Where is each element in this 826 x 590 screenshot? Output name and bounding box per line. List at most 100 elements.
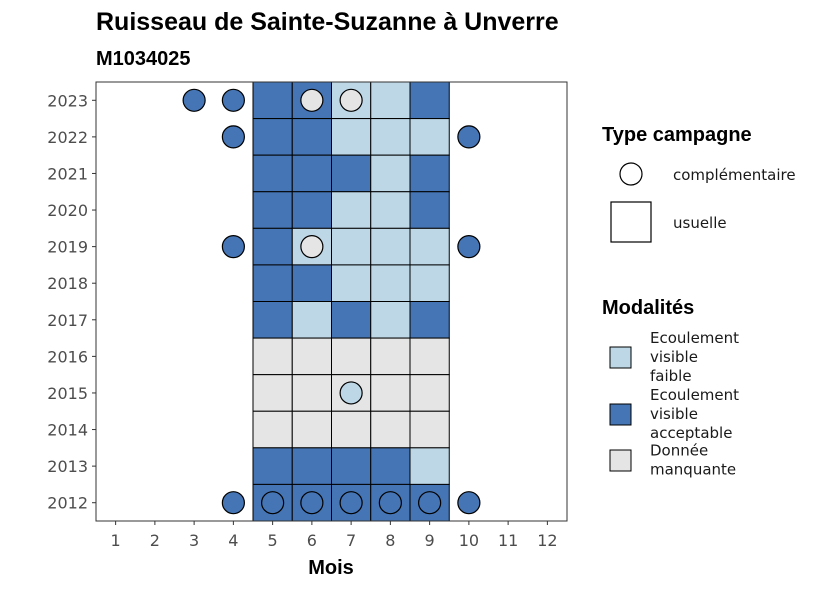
heatmap-tile <box>409 374 450 412</box>
heatmap-tile <box>252 264 293 302</box>
heatmap-tile <box>252 154 293 193</box>
campaign-point <box>221 235 245 259</box>
heatmap-tile <box>370 191 411 229</box>
legend-modalite-label: faible <box>650 367 692 385</box>
heatmap-tile <box>409 410 450 449</box>
y-tick-label: 2014 <box>47 421 88 440</box>
heatmap-tile <box>291 118 332 156</box>
heatmap-tile <box>252 191 293 229</box>
heatmap-tile <box>331 447 372 485</box>
legend-modalite-key <box>609 346 632 369</box>
heatmap-tile <box>331 264 372 302</box>
x-tick-label: 7 <box>346 531 356 550</box>
heatmap-tile <box>291 191 332 229</box>
heatmap-tile <box>291 337 332 376</box>
legend-modalite-key <box>609 403 632 426</box>
x-axis-title: Mois <box>308 557 354 579</box>
heatmap-tile <box>409 264 450 302</box>
y-tick-label: 2013 <box>47 457 88 476</box>
legend-modalite-label: visible <box>650 405 698 423</box>
heatmap-tile <box>331 410 372 449</box>
heatmap-tile <box>291 264 332 302</box>
heatmap-tile <box>331 191 372 229</box>
campaign-point <box>339 381 363 405</box>
campaign-point <box>300 491 324 515</box>
heatmap-tile <box>331 301 372 339</box>
y-tick-label: 2020 <box>47 201 88 220</box>
campaign-point <box>457 125 481 149</box>
y-tick-label: 2017 <box>47 311 88 330</box>
heatmap-tile <box>291 410 332 449</box>
heatmap-tile <box>252 81 293 120</box>
legend-square-key <box>610 201 652 243</box>
campaign-point <box>457 235 481 259</box>
campaign-point <box>300 235 324 259</box>
heatmap-tile <box>252 447 293 485</box>
heatmap-tile <box>409 191 450 229</box>
x-tick-label: 3 <box>189 531 199 550</box>
heatmap-tile <box>252 374 293 412</box>
campaign-point <box>221 88 245 112</box>
heatmap-tile <box>331 154 372 193</box>
heatmap-tile <box>291 447 332 485</box>
legend-modalite-label: manquante <box>650 461 736 479</box>
heatmap-tile <box>370 81 411 120</box>
heatmap-tile <box>409 81 450 120</box>
legend-modalites-title: Modalités <box>602 297 694 319</box>
heatmap-tile <box>409 227 450 266</box>
heatmap-tile <box>409 154 450 193</box>
campaign-point <box>418 491 442 515</box>
campaign-point <box>378 491 402 515</box>
heatmap-tile <box>370 227 411 266</box>
y-tick-label: 2018 <box>47 274 88 293</box>
heatmap-tile <box>252 410 293 449</box>
y-tick-label: 2012 <box>47 494 88 513</box>
heatmap-tile <box>409 337 450 376</box>
campaign-point <box>221 491 245 515</box>
heatmap-tile <box>291 154 332 193</box>
campaign-point <box>182 88 206 112</box>
heatmap-tile <box>252 337 293 376</box>
heatmap-tile <box>409 301 450 339</box>
plot-border <box>95 81 568 522</box>
heatmap-tile <box>370 154 411 193</box>
y-tick-label: 2021 <box>47 164 88 183</box>
y-tick-label: 2022 <box>47 128 88 147</box>
y-tick-label: 2023 <box>47 91 88 110</box>
x-axis: 1 2 3 4 5 6 7 8 9 10 11 12 <box>111 521 558 550</box>
heatmap-tile <box>370 301 411 339</box>
heatmap-tile <box>370 447 411 485</box>
legend-campagne-title: Type campagne <box>602 124 752 146</box>
y-tick-label: 2015 <box>47 384 88 403</box>
x-tick-label: 8 <box>385 531 395 550</box>
x-tick-label: 9 <box>425 531 435 550</box>
x-tick-label: 10 <box>459 531 479 550</box>
campaign-point <box>300 88 324 112</box>
heatmap-tile <box>252 118 293 156</box>
heatmap-tile <box>370 337 411 376</box>
heatmap-tile <box>409 447 450 485</box>
heatmap-tile <box>291 374 332 412</box>
y-tick-label: 2016 <box>47 347 88 366</box>
heatmap-tile <box>252 301 293 339</box>
legend-modalite-label: Ecoulement <box>650 386 739 404</box>
heatmap-tile <box>291 301 332 339</box>
legend-campagne-label: usuelle <box>673 214 727 232</box>
x-tick-label: 2 <box>150 531 160 550</box>
campaign-point <box>221 125 245 149</box>
x-tick-label: 5 <box>268 531 278 550</box>
legend-circle-key <box>619 162 643 186</box>
chart-title: Ruisseau de Sainte-Suzanne à Unverre <box>96 8 559 36</box>
heatmap-tile <box>370 118 411 156</box>
campaign-point <box>261 491 285 515</box>
heatmap-tile <box>370 410 411 449</box>
legend-modalite-label: Donnée <box>650 442 708 460</box>
chart-subtitle: M1034025 <box>96 48 191 70</box>
campaign-point <box>457 491 481 515</box>
heatmap-tile <box>331 227 372 266</box>
y-tick-label: 2019 <box>47 238 88 257</box>
x-tick-label: 4 <box>228 531 238 550</box>
legend-modalite-label: Ecoulement <box>650 329 739 347</box>
legend-modalites: Modalités EcoulementvisiblefaibleEcoulem… <box>602 297 739 479</box>
